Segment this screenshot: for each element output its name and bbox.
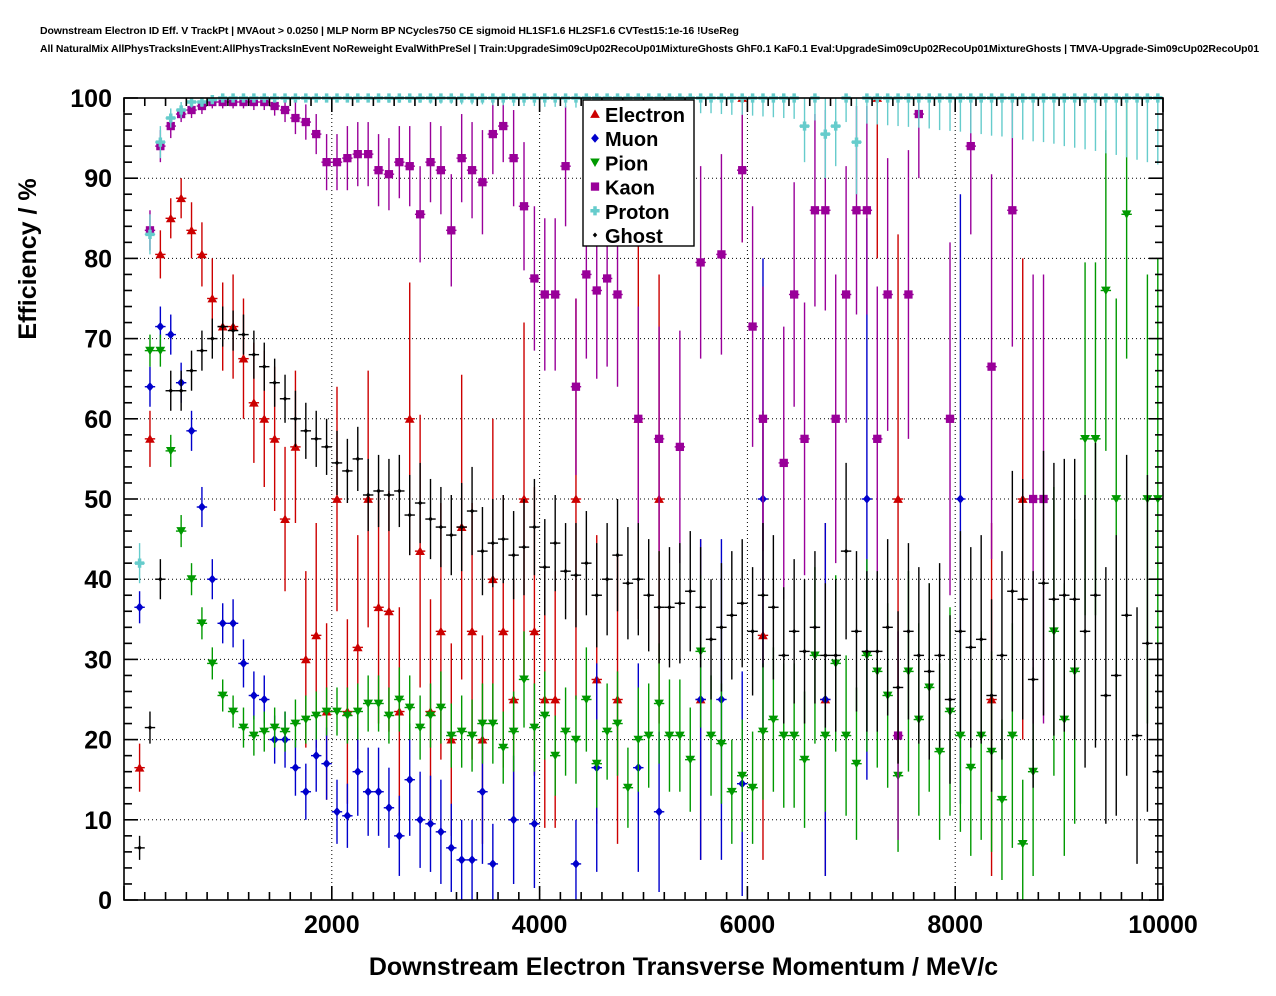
y-tick-label: 70 bbox=[84, 326, 112, 354]
series-ghost bbox=[134, 306, 1163, 900]
legend-label: Kaon bbox=[605, 178, 655, 200]
y-tick-label: 90 bbox=[84, 165, 112, 193]
series-muon bbox=[134, 194, 966, 900]
header-line-2: All NaturalMix AllPhysTracksInEvent:AllP… bbox=[40, 43, 1259, 55]
x-tick-label: 2000 bbox=[304, 911, 360, 939]
legend-item-proton[interactable]: Proton bbox=[590, 202, 669, 224]
y-tick-label: 100 bbox=[70, 85, 112, 113]
legend-item-pion[interactable]: Pion bbox=[590, 153, 648, 175]
x-axis-title: Downstream Electron Transverse Momentum … bbox=[369, 953, 998, 981]
x-tick-label: 8000 bbox=[927, 911, 983, 939]
series-electron bbox=[134, 93, 1028, 876]
axis-tick-labels: 0 10 20 30 40 50 60 70 80 90 100 2000 4000 6000 8000 10… bbox=[70, 85, 1197, 939]
plot-header: Downstream Electron ID Eff. V TrackPt | … bbox=[40, 22, 1259, 58]
y-tick-label: 20 bbox=[84, 727, 112, 755]
y-tick-label: 40 bbox=[84, 566, 112, 594]
y-tick-label: 10 bbox=[84, 807, 112, 835]
x-tick-label: 10000 bbox=[1128, 911, 1198, 939]
legend-label: Pion bbox=[605, 153, 648, 175]
header-line-1: Downstream Electron ID Eff. V TrackPt | … bbox=[40, 25, 739, 37]
legend-box bbox=[582, 99, 695, 247]
y-tick-label: 50 bbox=[84, 486, 112, 514]
y-tick-label: 30 bbox=[84, 646, 112, 674]
x-tick-label: 4000 bbox=[512, 911, 568, 939]
legend-item-electron[interactable]: Electron bbox=[590, 105, 685, 127]
y-tick-label: 80 bbox=[84, 245, 112, 273]
legend-item-kaon[interactable]: Kaon bbox=[590, 178, 655, 200]
legend-label: Ghost bbox=[605, 226, 663, 248]
legend-label: Muon bbox=[605, 129, 658, 151]
axis-titles: Downstream Electron Transverse Momentum … bbox=[14, 178, 998, 981]
y-axis-title: Efficiency / % bbox=[14, 178, 42, 339]
legend-item-muon[interactable]: Muon bbox=[591, 129, 658, 151]
x-tick-label: 6000 bbox=[720, 911, 776, 939]
y-tick-label: 60 bbox=[84, 406, 112, 434]
axis-ticks bbox=[123, 97, 1164, 901]
legend-item-ghost[interactable]: Ghost bbox=[592, 226, 663, 248]
legend-label: Electron bbox=[605, 105, 685, 127]
legend-label: Proton bbox=[605, 202, 669, 224]
y-tick-label: 0 bbox=[98, 887, 112, 915]
